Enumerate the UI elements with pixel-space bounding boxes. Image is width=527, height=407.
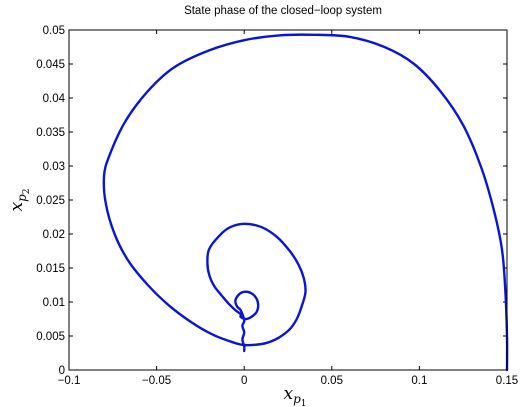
y-tick-label: 0.045 <box>36 59 65 71</box>
y-tick-label: 0.025 <box>36 195 65 207</box>
x-tick-label: 0.15 <box>496 375 518 387</box>
chart-title: State phase of the closed−loop system <box>184 5 382 17</box>
x-axis-label-subsub: 1 <box>301 399 307 407</box>
ticks-layer: −0.1 −0.05 0 0.05 0.1 0.15 0 0.005 0.01 0.015 0.02… <box>36 25 518 387</box>
x-tick-label: 0.05 <box>321 375 343 387</box>
y-axis-label-base: x <box>7 202 27 212</box>
x-tick-label: 0.1 <box>411 375 427 387</box>
series-layer <box>102 33 509 372</box>
y-tick-label: 0.05 <box>43 25 65 37</box>
y-tick-label: 0.04 <box>43 93 66 105</box>
y-tick-label: 0.035 <box>36 127 65 139</box>
y-tick-label: 0.02 <box>43 229 65 241</box>
x-axis-label-sub: p <box>293 392 301 406</box>
phase-trajectory-line <box>102 33 509 372</box>
y-axis-label-sub: p <box>15 194 29 202</box>
x-axis-label: xp1 <box>283 384 306 407</box>
y-tick-label: 0.015 <box>36 263 65 275</box>
y-tick-label: 0.03 <box>43 161 65 173</box>
x-tick-label: −0.1 <box>58 375 81 387</box>
x-tick-label: 0 <box>241 375 247 387</box>
y-axis-label: xp2 <box>7 188 32 211</box>
y-tick-label: 0.005 <box>36 331 65 343</box>
plot-area-frame <box>68 29 508 371</box>
y-axis-label-subsub: 2 <box>22 188 32 194</box>
y-tick-label: 0.01 <box>43 297 65 309</box>
y-tick-label: 0 <box>59 365 65 377</box>
x-tick-label: −0.05 <box>142 375 171 387</box>
x-axis-label-base: x <box>283 384 293 404</box>
